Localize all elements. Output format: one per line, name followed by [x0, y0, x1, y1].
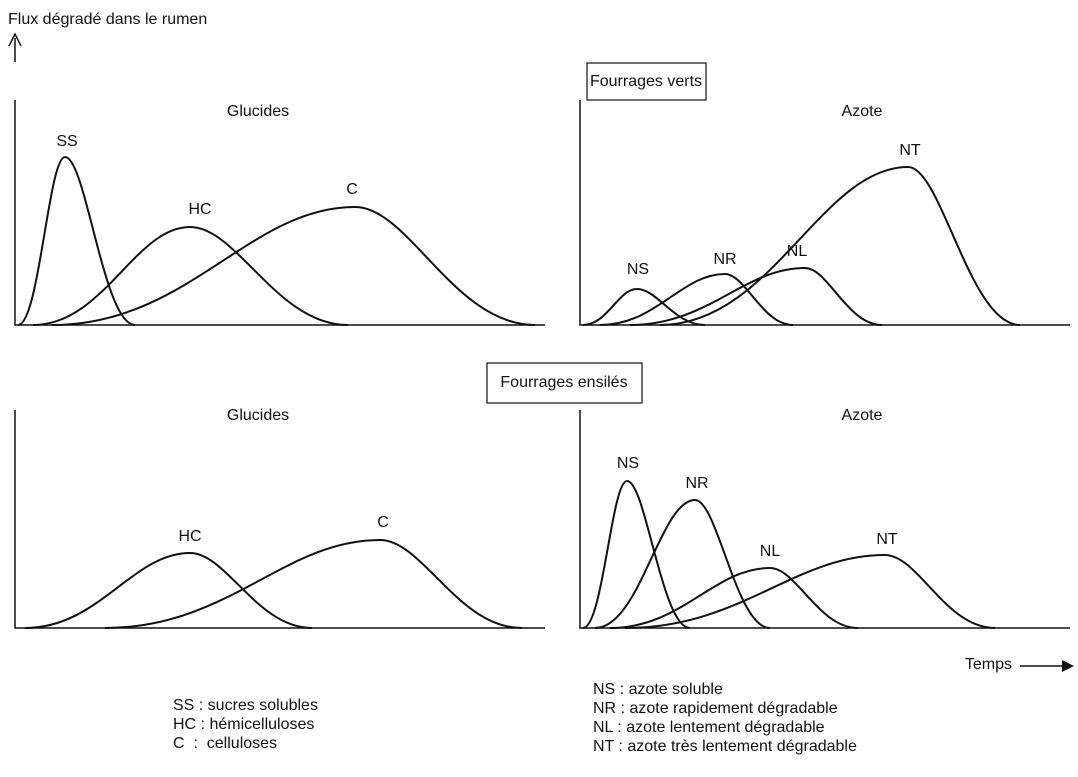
axes: [14, 100, 1070, 629]
legend-item: HC : hémicelluloses: [173, 716, 314, 733]
legend-item: SS : sucres solubles: [173, 697, 318, 714]
curve-label: NR: [713, 251, 736, 268]
section-box: [486, 362, 643, 404]
x-axis-label: Temps: [965, 656, 1012, 673]
curve: [17, 155, 136, 326]
curve-label: NL: [760, 543, 781, 560]
curve-label: NR: [685, 475, 708, 492]
panel-title: Glucides: [227, 103, 289, 120]
panel-title: Glucides: [227, 407, 289, 424]
legend-item: NL : azote lentement dégradable: [593, 719, 825, 736]
x-arrow: [1020, 660, 1074, 672]
section-title: Fourrages ensilés: [500, 374, 627, 391]
legend-item: NS : azote soluble: [593, 681, 723, 698]
curve-label: NT: [899, 142, 921, 159]
legend-item: NT : azote très lentement dégradable: [593, 738, 857, 755]
curve-label: NT: [876, 531, 898, 548]
legend-item: NR : azote rapidement dégradable: [593, 700, 838, 717]
curve-label: NS: [617, 455, 639, 472]
curve: [51, 205, 536, 326]
curve: [32, 225, 349, 326]
curve-label: HC: [188, 201, 211, 218]
curve-label: SS: [56, 133, 77, 150]
y-arrow: [8, 32, 22, 62]
legend-item: C : celluloses: [173, 735, 277, 752]
y-axis-label: Flux dégradé dans le rumen: [8, 11, 207, 28]
curve: [24, 551, 313, 629]
section-box: [586, 62, 707, 101]
curve: [582, 287, 706, 326]
panel-title: Azote: [842, 103, 883, 120]
curve-label: NL: [787, 243, 808, 260]
curve: [659, 165, 1021, 326]
curve: [609, 566, 859, 629]
curve: [599, 272, 794, 326]
curve: [582, 479, 691, 629]
curve: [624, 553, 996, 629]
curve-label: NS: [627, 261, 649, 278]
curve-label: C: [346, 181, 358, 198]
curve: [104, 538, 523, 629]
curve: [629, 266, 883, 326]
curve: [594, 498, 771, 629]
curve-label: C: [377, 514, 389, 531]
curve-label: HC: [178, 528, 201, 545]
panel-title: Azote: [842, 407, 883, 424]
section-title: Fourrages verts: [590, 73, 702, 90]
